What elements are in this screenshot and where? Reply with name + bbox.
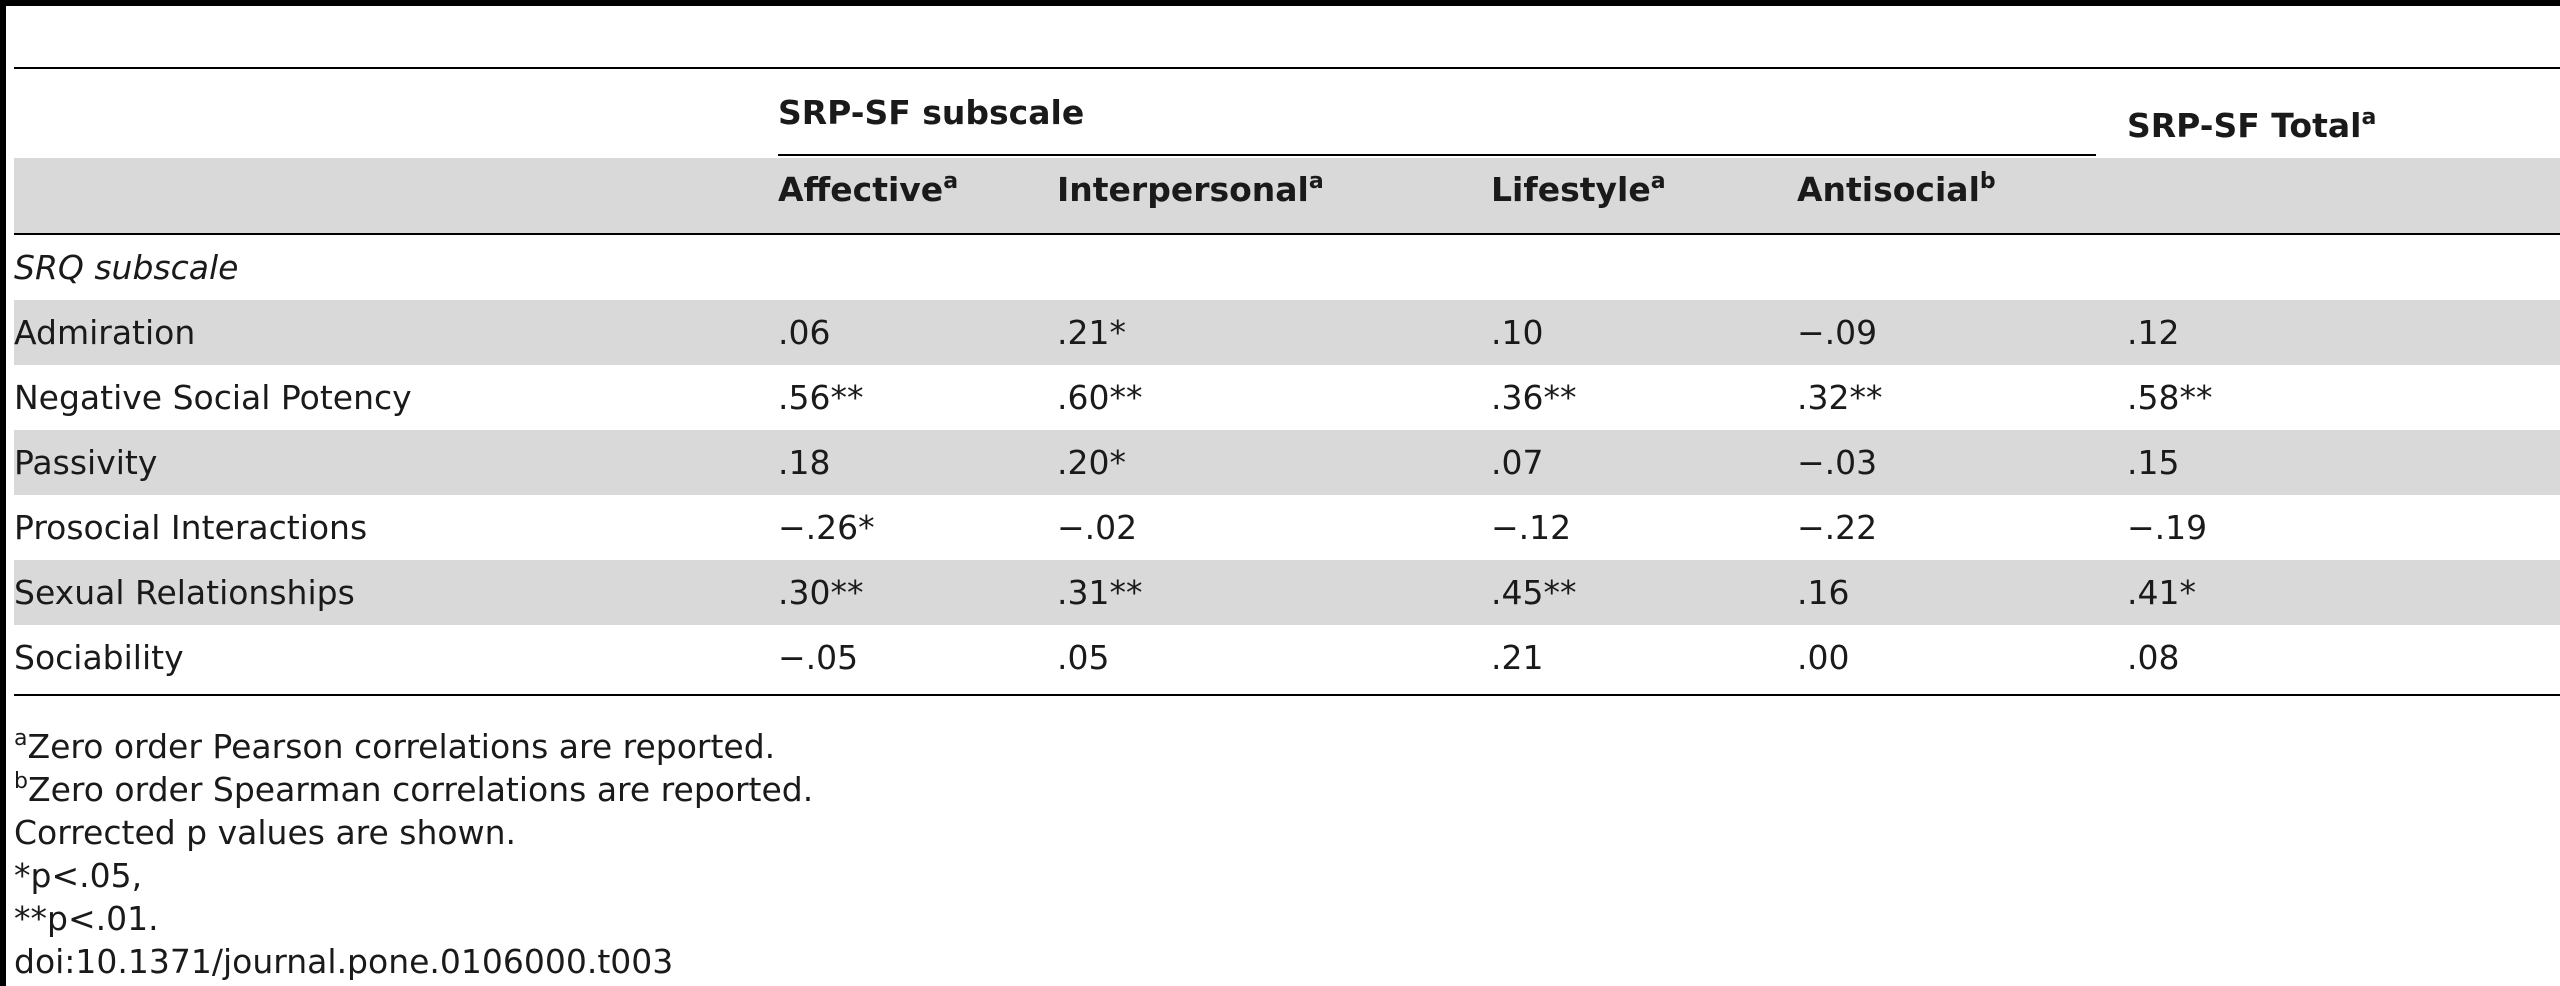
left-border (0, 0, 6, 986)
row-label: Sociability (14, 638, 184, 677)
footnote-a: aZero order Pearson correlations are rep… (14, 726, 776, 766)
cell-affective: .06 (778, 313, 831, 352)
column-header-interpersonal: Interpersonala (1057, 169, 1324, 209)
row-band (14, 560, 2560, 625)
cell-lifestyle: .10 (1491, 313, 1544, 352)
cell-total: .58** (2127, 378, 2213, 417)
group-header: SRP-SF subscale (778, 93, 1085, 132)
footnote-p05: *p<.05, (14, 856, 143, 895)
column-header-band (14, 158, 2560, 233)
cell-total: .12 (2127, 313, 2180, 352)
header-bottom-rule (14, 233, 2560, 235)
cell-interpersonal: .31** (1057, 573, 1143, 612)
doi-link[interactable]: doi:10.1371/journal.pone.0106000.t003 (14, 942, 674, 981)
column-header-lifestyle: Lifestylea (1491, 169, 1666, 209)
top-border (0, 0, 2560, 6)
section-label: SRQ subscale (14, 248, 239, 287)
row-label: Prosocial Interactions (14, 508, 368, 547)
column-header-affective: Affectivea (778, 169, 959, 209)
row-band (14, 430, 2560, 495)
cell-antisocial: −.09 (1797, 313, 1878, 352)
cell-interpersonal: −.02 (1057, 508, 1138, 547)
cell-antisocial: .00 (1797, 638, 1850, 677)
cell-affective: −.05 (778, 638, 859, 677)
table-top-rule (14, 67, 2560, 69)
cell-total: .15 (2127, 443, 2180, 482)
cell-total: .41* (2127, 573, 2196, 612)
footnote-corrected: Corrected p values are shown. (14, 813, 516, 852)
cell-lifestyle: .45** (1491, 573, 1577, 612)
footnote-p01: **p<.01. (14, 899, 159, 938)
cell-affective: .30** (778, 573, 864, 612)
row-label: Sexual Relationships (14, 573, 355, 612)
row-band (14, 300, 2560, 365)
cell-lifestyle: .36** (1491, 378, 1577, 417)
row-label: Passivity (14, 443, 158, 482)
cell-lifestyle: .21 (1491, 638, 1544, 677)
cell-interpersonal: .20* (1057, 443, 1126, 482)
cell-total: .08 (2127, 638, 2180, 677)
row-label: Negative Social Potency (14, 378, 412, 417)
cell-interpersonal: .05 (1057, 638, 1110, 677)
cell-affective: −.26* (778, 508, 875, 547)
cell-affective: .18 (778, 443, 831, 482)
cell-antisocial: −.03 (1797, 443, 1878, 482)
cell-interpersonal: .21* (1057, 313, 1126, 352)
column-header-antisocial: Antisocialb (1797, 169, 1996, 209)
cell-lifestyle: −.12 (1491, 508, 1572, 547)
cell-antisocial: .32** (1797, 378, 1883, 417)
cell-antisocial: −.22 (1797, 508, 1878, 547)
cell-total: −.19 (2127, 508, 2208, 547)
total-header: SRP-SF Totala (2127, 105, 2377, 145)
cell-lifestyle: .07 (1491, 443, 1544, 482)
row-label: Admiration (14, 313, 196, 352)
cell-antisocial: .16 (1797, 573, 1850, 612)
cell-affective: .56** (778, 378, 864, 417)
table-bottom-rule (14, 694, 2560, 696)
footnote-b: bZero order Spearman correlations are re… (14, 769, 814, 809)
group-header-rule (778, 154, 2096, 156)
cell-interpersonal: .60** (1057, 378, 1143, 417)
